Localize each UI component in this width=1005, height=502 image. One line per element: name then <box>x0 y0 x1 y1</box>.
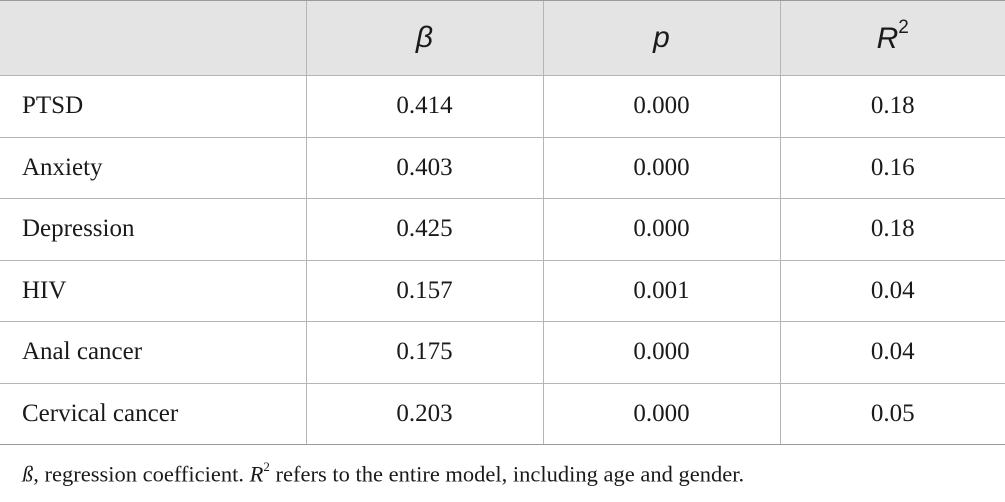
beta-value: 0.203 <box>305 382 543 445</box>
table-row: HIV 0.157 0.001 0.04 <box>0 259 1005 322</box>
row-label: PTSD <box>0 75 306 137</box>
beta-value: 0.414 <box>305 75 543 137</box>
p-value: 0.000 <box>542 382 780 445</box>
table-row: PTSD 0.414 0.000 0.18 <box>0 75 1005 137</box>
r2-value: 0.04 <box>779 259 1005 322</box>
header-row: β p R2 <box>0 0 1005 76</box>
p-value: 0.000 <box>542 198 780 260</box>
beta-value: 0.157 <box>305 259 543 322</box>
table-row: Anal cancer 0.175 0.000 0.04 <box>0 321 1005 383</box>
row-label: Anal cancer <box>0 321 306 383</box>
beta-value: 0.403 <box>305 136 543 199</box>
row-label: Cervical cancer <box>0 382 306 445</box>
table-row: Anxiety 0.403 0.000 0.16 <box>0 136 1005 199</box>
header-r-squared: R2 <box>779 0 1005 76</box>
r2-value: 0.16 <box>779 136 1005 199</box>
beta-value: 0.175 <box>305 321 543 383</box>
beta-value: 0.425 <box>305 198 543 260</box>
table-footnote: ß, regression coefficient. R2 refers to … <box>22 459 745 488</box>
header-empty-cell <box>0 0 306 76</box>
header-r-sup: 2 <box>898 16 909 38</box>
p-value: 0.001 <box>542 259 780 322</box>
header-p: p <box>542 0 780 76</box>
p-value: 0.000 <box>542 136 780 199</box>
table-header: β p R2 <box>0 0 1005 76</box>
header-beta: β <box>305 0 543 76</box>
footnote-symbol: ß <box>22 461 34 487</box>
footnote-r-base: R <box>249 461 264 487</box>
r2-value: 0.18 <box>779 198 1005 260</box>
row-label: Depression <box>0 198 306 260</box>
footnote-r-sup: 2 <box>263 459 270 474</box>
table-row: Cervical cancer 0.203 0.000 0.05 <box>0 382 1005 445</box>
r2-value: 0.04 <box>779 321 1005 383</box>
row-label: HIV <box>0 259 306 322</box>
p-value: 0.000 <box>542 75 780 137</box>
r2-value: 0.18 <box>779 75 1005 137</box>
footnote-text-1: , regression coefficient. <box>33 461 250 487</box>
table-row: Depression 0.425 0.000 0.18 <box>0 198 1005 260</box>
table-body: PTSD 0.414 0.000 0.18 Anxiety 0.403 0.00… <box>0 75 1005 445</box>
r2-value: 0.05 <box>779 382 1005 445</box>
regression-table: β p R2 PTSD 0.414 0.000 0.18 Anxiety 0.4… <box>0 0 1005 445</box>
footnote-text-2: refers to the entire model, including ag… <box>269 461 745 487</box>
header-r-base: R <box>876 21 899 55</box>
p-value: 0.000 <box>542 321 780 383</box>
row-label: Anxiety <box>0 136 306 199</box>
